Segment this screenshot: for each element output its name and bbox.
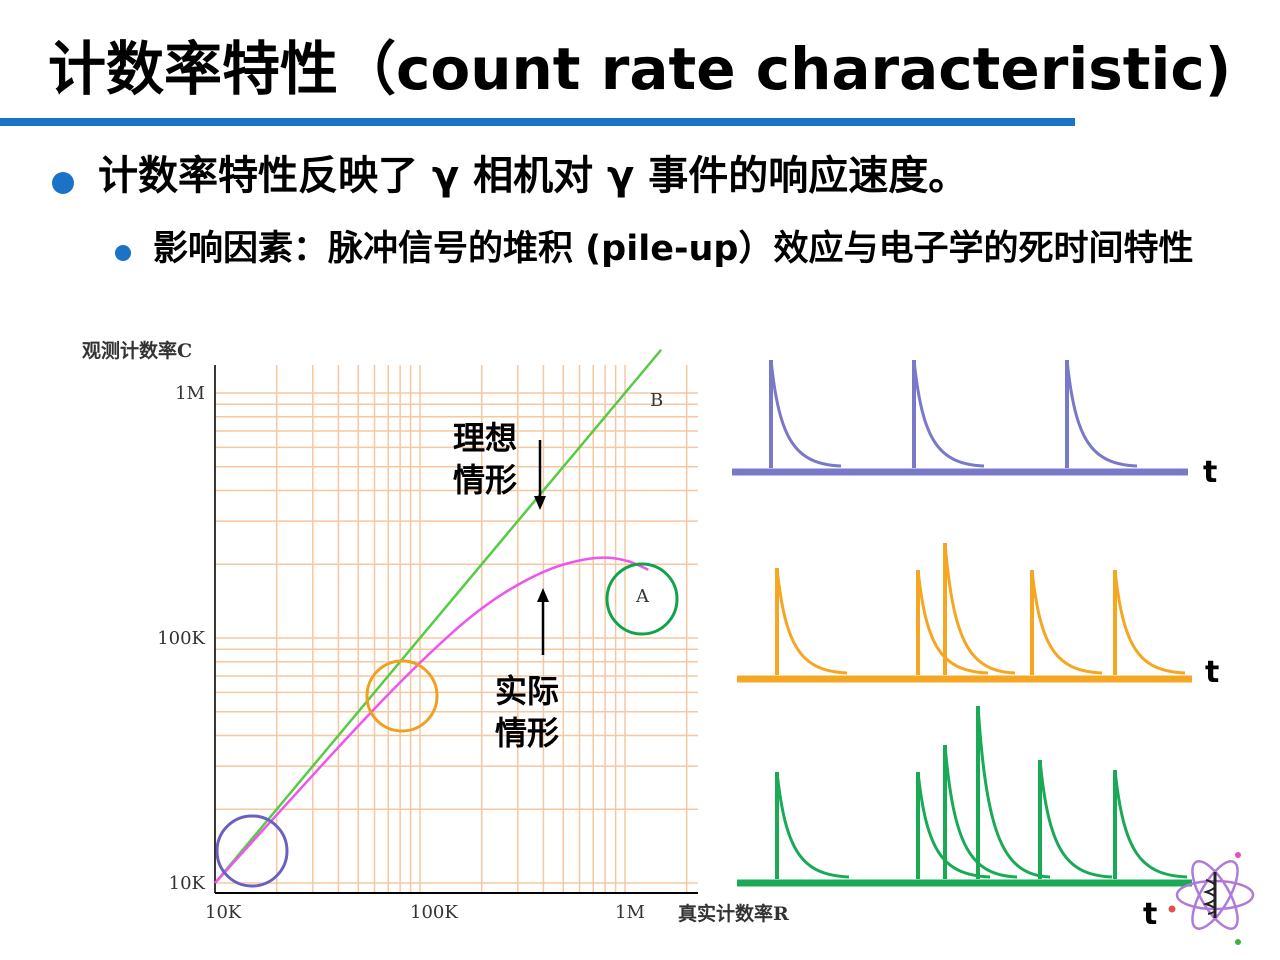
pulse-row1-1-decay	[769, 359, 842, 468]
x-tick-label: 1M	[615, 902, 645, 923]
x-axis-label: 真实计数率R	[678, 902, 789, 925]
bullet-dot-icon	[52, 172, 74, 194]
pulse-row2-2-decay	[916, 569, 989, 675]
pulse-row3-1-decay	[775, 771, 850, 879]
t-label-row1: t	[1203, 455, 1217, 490]
pulse-row3-2-decay	[916, 771, 991, 879]
highlight-circle-low	[215, 814, 289, 888]
x-tick-label: 100K	[410, 902, 458, 923]
series-label-a: A	[635, 586, 650, 607]
highlight-circle-mid	[365, 659, 439, 733]
ideal-arrow-head	[534, 496, 546, 510]
y-tick-label: 1M	[175, 383, 205, 404]
pulse-row1-2-decay	[912, 359, 985, 468]
actual-arrow-head	[537, 588, 549, 602]
chart-ticks: 10K 100K 1M 10K 100K 1M	[157, 383, 645, 923]
actual-label-line2: 情形	[495, 714, 559, 752]
pulse-row2-1-decay	[775, 567, 848, 675]
pulse-row3-5-decay	[1038, 759, 1113, 879]
pulse-row2-3-decay	[943, 542, 1016, 675]
highlight-circle-high	[605, 562, 679, 636]
slide-title: 计数率特性（count rate characteristic)	[48, 35, 1232, 103]
series-line-a	[214, 556, 649, 884]
t-label-row2: t	[1205, 655, 1219, 690]
atom-logo-icon	[1168, 852, 1255, 945]
bullet-dot-icon	[115, 245, 131, 261]
pulse-row2-5-decay	[1113, 569, 1186, 675]
y-tick-label: 100K	[157, 628, 205, 649]
pulse-row1-3-decay	[1065, 359, 1138, 468]
chart-series	[214, 349, 663, 884]
series-line-b	[214, 349, 663, 884]
chart-axes	[214, 365, 698, 894]
x-tick-label: 10K	[205, 902, 242, 923]
y-tick-label: 10K	[169, 873, 206, 894]
pulse-diagrams	[732, 359, 1192, 887]
y-axis-label: 观测计数率C	[82, 339, 192, 362]
title-underline	[0, 118, 1075, 126]
pulse-row2-4-decay	[1030, 569, 1103, 675]
bullet-primary-text: 计数率特性反映了 γ 相机对 γ 事件的响应速度。	[98, 153, 969, 199]
ideal-label-line2: 情形	[453, 461, 517, 499]
actual-label-line1: 实际	[495, 672, 559, 710]
pulse-row3-6-decay	[1113, 769, 1188, 879]
series-label-b: B	[650, 390, 663, 411]
pulse-row3-4-decay	[976, 705, 1051, 879]
t-label-row3: t	[1143, 897, 1157, 932]
bullet-secondary-text: 影响因素：脉冲信号的堆积 (pile-up）效应与电子学的死时间特性	[153, 229, 1194, 269]
pulse-row3-3-decay	[943, 744, 1018, 879]
ideal-label-line1: 理想	[453, 419, 517, 457]
